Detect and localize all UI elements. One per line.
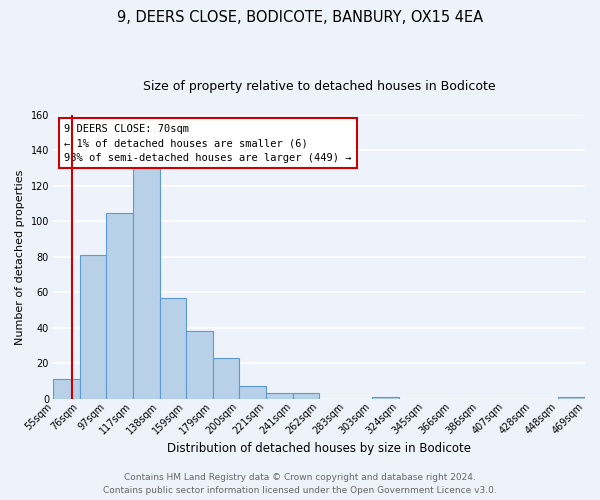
Bar [53, 379, 80, 399]
Bar [80, 255, 106, 399]
Bar [160, 298, 186, 399]
Text: 9, DEERS CLOSE, BODICOTE, BANBURY, OX15 4EA: 9, DEERS CLOSE, BODICOTE, BANBURY, OX15 … [117, 10, 483, 25]
Title: Size of property relative to detached houses in Bodicote: Size of property relative to detached ho… [143, 80, 496, 93]
Bar [133, 168, 160, 399]
X-axis label: Distribution of detached houses by size in Bodicote: Distribution of detached houses by size … [167, 442, 471, 455]
Bar [239, 386, 266, 399]
Bar [106, 212, 133, 399]
Bar [213, 358, 239, 399]
Bar [266, 394, 293, 399]
Bar [293, 394, 319, 399]
Bar [186, 332, 213, 399]
Text: 9 DEERS CLOSE: 70sqm
← 1% of detached houses are smaller (6)
98% of semi-detache: 9 DEERS CLOSE: 70sqm ← 1% of detached ho… [64, 124, 352, 163]
Y-axis label: Number of detached properties: Number of detached properties [15, 169, 25, 344]
Bar [559, 397, 585, 399]
Text: Contains HM Land Registry data © Crown copyright and database right 2024.
Contai: Contains HM Land Registry data © Crown c… [103, 474, 497, 495]
Bar [372, 397, 399, 399]
